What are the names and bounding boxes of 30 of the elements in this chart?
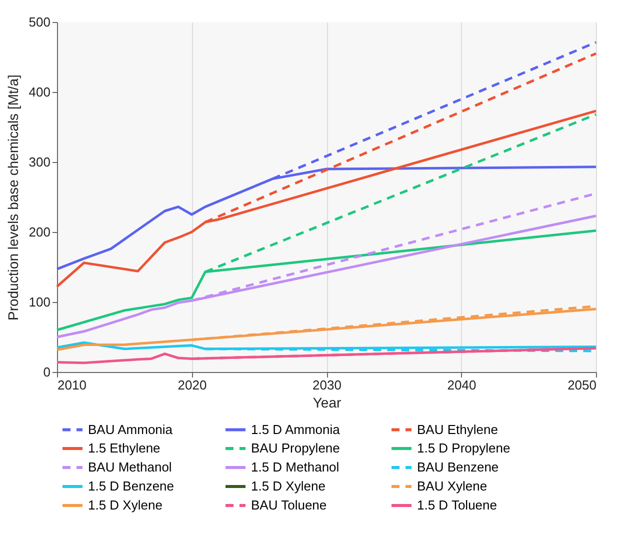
x-tick-label: 2030 bbox=[312, 378, 342, 392]
y-tick-label: 0 bbox=[43, 364, 50, 380]
legend-label: 1.5 D Toluene bbox=[417, 498, 497, 512]
legend-label: BAU Toluene bbox=[251, 498, 327, 512]
legend-label: 1.5 D Propylene bbox=[417, 440, 510, 456]
y-tick-label: 200 bbox=[28, 224, 50, 240]
legend-label: BAU Ethylene bbox=[417, 422, 498, 437]
legend-label: 1.5 D Methanol bbox=[251, 460, 340, 474]
y-tick-label: 500 bbox=[28, 14, 50, 30]
legend-label: BAU Propylene bbox=[251, 440, 340, 456]
legend-label: 1.5 D Benzene bbox=[88, 478, 174, 494]
line-series bbox=[56, 308, 598, 351]
x-tick-label: 2040 bbox=[447, 378, 476, 392]
x-tick-label: 2020 bbox=[178, 378, 207, 392]
legend-label: BAU Xylene bbox=[417, 478, 488, 494]
x-tick-label: 2010 bbox=[58, 378, 86, 392]
y-tick-label: 100 bbox=[28, 294, 50, 310]
legend-label: BAU Benzene bbox=[417, 460, 499, 474]
legend-label: BAU Ammonia bbox=[88, 422, 174, 437]
legend-label: 1.5 D Xylene bbox=[251, 478, 326, 494]
legend-label: 1.5 D Xylene bbox=[88, 498, 162, 512]
y-axis-title: Production levels base chemicals [Mt/a] bbox=[4, 74, 21, 320]
legend-label: BAU Methanol bbox=[88, 460, 172, 474]
x-tick-label: 2050 bbox=[568, 378, 596, 392]
y-tick-label: 300 bbox=[28, 154, 50, 170]
legend-label: 1.5 Ethylene bbox=[88, 440, 160, 456]
line-series bbox=[56, 341, 598, 350]
y-tick-label: 400 bbox=[28, 84, 50, 100]
legend-label: 1.5 D Ammonia bbox=[251, 422, 341, 437]
x-axis-title: Year bbox=[312, 394, 342, 410]
